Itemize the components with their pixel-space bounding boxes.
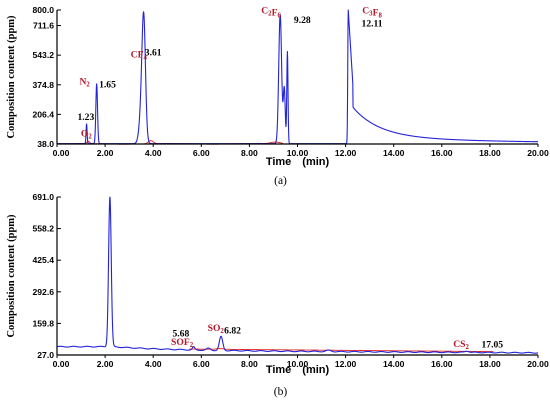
x-tick-label: 0.00 [53, 359, 70, 369]
x-tick-label: 2.00 [97, 359, 114, 369]
compound-label: SO2 [208, 323, 225, 335]
x-tick-label: 16.00 [431, 148, 453, 158]
peak-retention-label: 3.61 [145, 48, 162, 59]
x-tick-label: 12.00 [335, 359, 357, 369]
peak-retention-label: 5.68 [172, 328, 189, 339]
x-tick-label: 18.00 [479, 148, 501, 158]
x-tick-label: 10.00 [287, 148, 309, 158]
x-tick-label: 14.00 [383, 148, 405, 158]
y-tick-label: 691.0 [32, 192, 54, 202]
x-tick-label: 8.00 [241, 359, 258, 369]
panel-caption: (b) [274, 386, 288, 398]
compound-label: C2F6 [261, 6, 281, 20]
x-axis-title: Time (min) [266, 364, 330, 376]
y-axis-title: Composition content (ppm) [6, 214, 17, 338]
x-tick-label: 2.00 [97, 148, 114, 158]
compound-label: SOF2 [171, 337, 194, 349]
peak-retention-label: 12.11 [362, 19, 383, 30]
y-tick-label: 800.0 [32, 5, 54, 15]
compound-label: CF4 [131, 49, 148, 61]
x-tick-label: 6.00 [193, 359, 210, 369]
x-tick-label: 8.00 [241, 148, 258, 158]
y-tick-label: 159.8 [32, 318, 54, 328]
y-tick-label: 38.0 [37, 139, 54, 149]
panel-caption: (a) [274, 175, 287, 187]
x-tick-label: 4.00 [145, 359, 162, 369]
x-tick-label: 20.00 [527, 148, 549, 158]
peak-retention-label: 1.23 [77, 112, 94, 123]
chart-panel: 27.0 159.8 292.6 425.4 558.2 691.0 0.00 2.00 4.0… [6, 192, 549, 398]
y-tick-label: 374.8 [32, 80, 54, 90]
compound-label: N2 [79, 77, 90, 89]
y-tick-label: 292.6 [32, 287, 54, 297]
y-tick-label: 27.0 [37, 350, 54, 360]
x-tick-label: 18.00 [479, 359, 501, 369]
x-tick-label: 20.00 [527, 359, 549, 369]
peak-retention-label: 1.65 [99, 79, 116, 90]
y-tick-label: 558.2 [32, 224, 54, 234]
y-tick-label: 711.6 [33, 21, 54, 31]
x-tick-label: 14.00 [383, 359, 405, 369]
x-tick-label: 10.00 [287, 359, 309, 369]
compound-label: CS2 [453, 339, 469, 351]
y-tick-label: 425.4 [32, 255, 54, 265]
x-tick-label: 6.00 [193, 148, 210, 158]
y-tick-label: 543.2 [32, 50, 54, 60]
y-tick-label: 206.4 [32, 109, 54, 119]
y-axis-title: Composition content (ppm) [6, 15, 17, 139]
series-line-blue [56, 9, 539, 145]
series-line-red [189, 348, 494, 353]
compound-label: C3F8 [362, 6, 382, 20]
compound-label: O2 [81, 128, 92, 140]
chart-panel: 38.0 206.4 374.8 543.2 711.6 800.0 0.00 2.00 4.0… [6, 5, 549, 187]
series-line-blue [56, 196, 539, 354]
peak-retention-label: 9.28 [294, 15, 311, 26]
peak-retention-label: 17.05 [482, 340, 504, 351]
x-tick-label: 12.00 [335, 148, 357, 158]
x-tick-label: 16.00 [431, 359, 453, 369]
peak-retention-label: 6.82 [224, 325, 241, 336]
x-tick-label: 0.00 [53, 148, 70, 158]
x-axis-title: Time (min) [266, 156, 330, 168]
x-tick-label: 4.00 [145, 148, 162, 158]
